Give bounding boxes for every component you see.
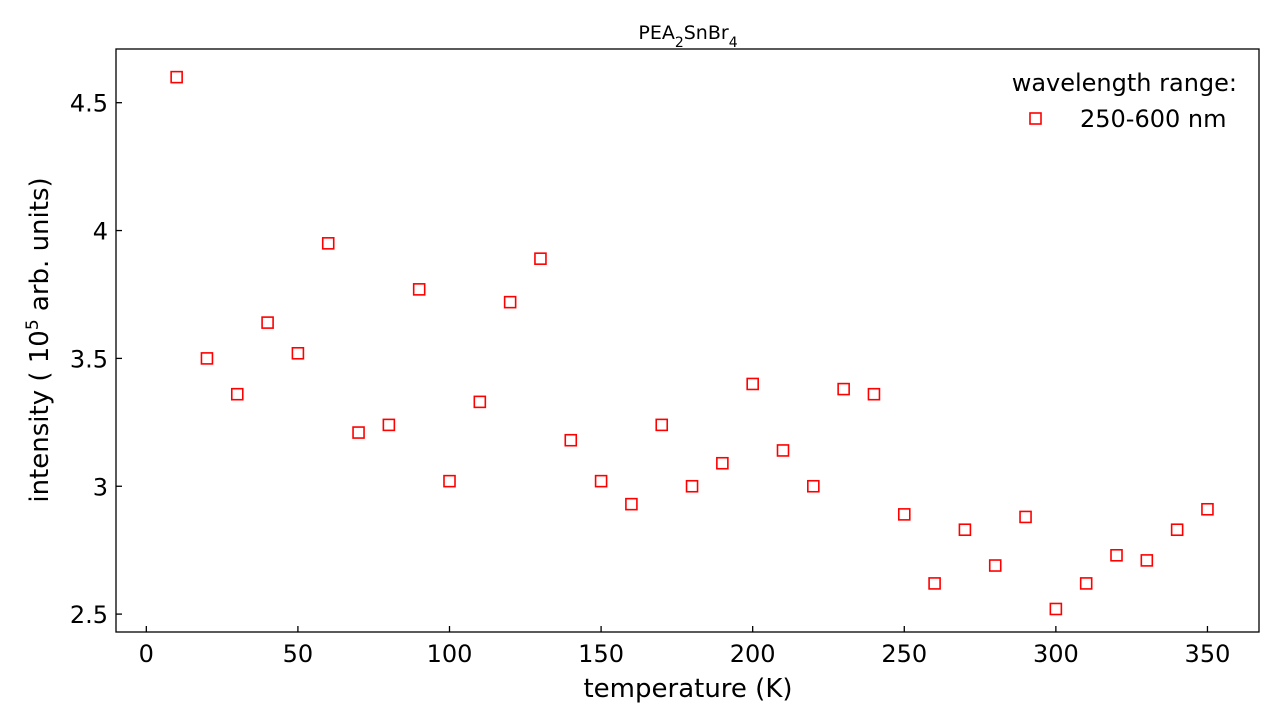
y-tick-label: 2.5 [70,601,108,629]
data-point [746,377,759,391]
chart-title-sub2: 4 [729,35,738,51]
data-point [321,237,335,250]
y-tick-label: 3 [93,473,108,501]
data-point [1079,577,1093,590]
data-point [1201,502,1214,516]
data-point [534,252,547,265]
x-tick-label: 250 [881,640,927,668]
x-tick-label: 300 [1033,640,1079,668]
y-tick-label: 4.5 [70,90,108,118]
data-point [443,474,456,488]
data-point [1049,602,1063,616]
data-point [291,346,305,360]
y-tick-label: 4 [93,218,108,246]
data-point [564,433,578,447]
legend-title: wavelength range: [1012,69,1237,97]
x-tick-label: 100 [427,640,473,668]
x-tick-label: 350 [1185,640,1231,668]
plot-frame [115,48,1260,633]
y-axis-title-after: arb. units) [25,177,55,319]
y-tick-label: 3.5 [70,345,108,373]
data-point [261,316,274,329]
y-axis-title: intensity ( 105 arb. units) [23,177,55,502]
data-point [716,456,729,470]
data-point [1110,548,1123,562]
x-axis-title: temperature (K) [583,674,792,704]
legend-marker [1029,112,1042,125]
data-point [837,382,850,396]
x-axis: 0 50 100 150 200 250 300 350 [139,626,1231,668]
data-point [382,418,396,432]
x-tick-label: 50 [283,640,314,668]
data-point [776,444,790,457]
data-point [170,70,183,84]
data-point [594,474,608,488]
data-point [503,295,517,309]
data-point [897,508,911,521]
x-tick-label: 200 [730,640,776,668]
data-point [1170,523,1184,537]
data-point [1019,510,1032,524]
data-point [412,283,426,296]
data-point [230,387,244,401]
chart-title-sub1: 2 [675,35,684,51]
data-point [928,577,941,590]
data-point [958,523,972,537]
chart-title-mid: SnBr [684,22,729,44]
legend-entry-label: 250-600 nm [1080,105,1227,133]
series-points [170,70,1214,616]
data-point [685,479,699,493]
data-point [200,352,214,365]
chart-title-main: PEA [638,22,674,44]
data-point [625,497,638,511]
data-point [867,387,881,401]
data-point [1140,554,1154,567]
y-axis-title-sup: 5 [23,319,43,330]
chart-title: PEA2SnBr4 [638,22,737,51]
y-axis-title-before: intensity ( 10 [25,330,55,502]
data-point [807,479,820,493]
data-point [988,559,1002,572]
x-tick-label: 150 [578,640,624,668]
data-point [473,395,487,409]
legend: wavelength range: 250-600 nm [1012,69,1237,133]
x-tick-label: 0 [139,640,154,668]
data-point [655,418,669,432]
data-point [352,426,365,439]
y-axis: 2.5 3 3.5 4 4.5 [70,90,122,629]
